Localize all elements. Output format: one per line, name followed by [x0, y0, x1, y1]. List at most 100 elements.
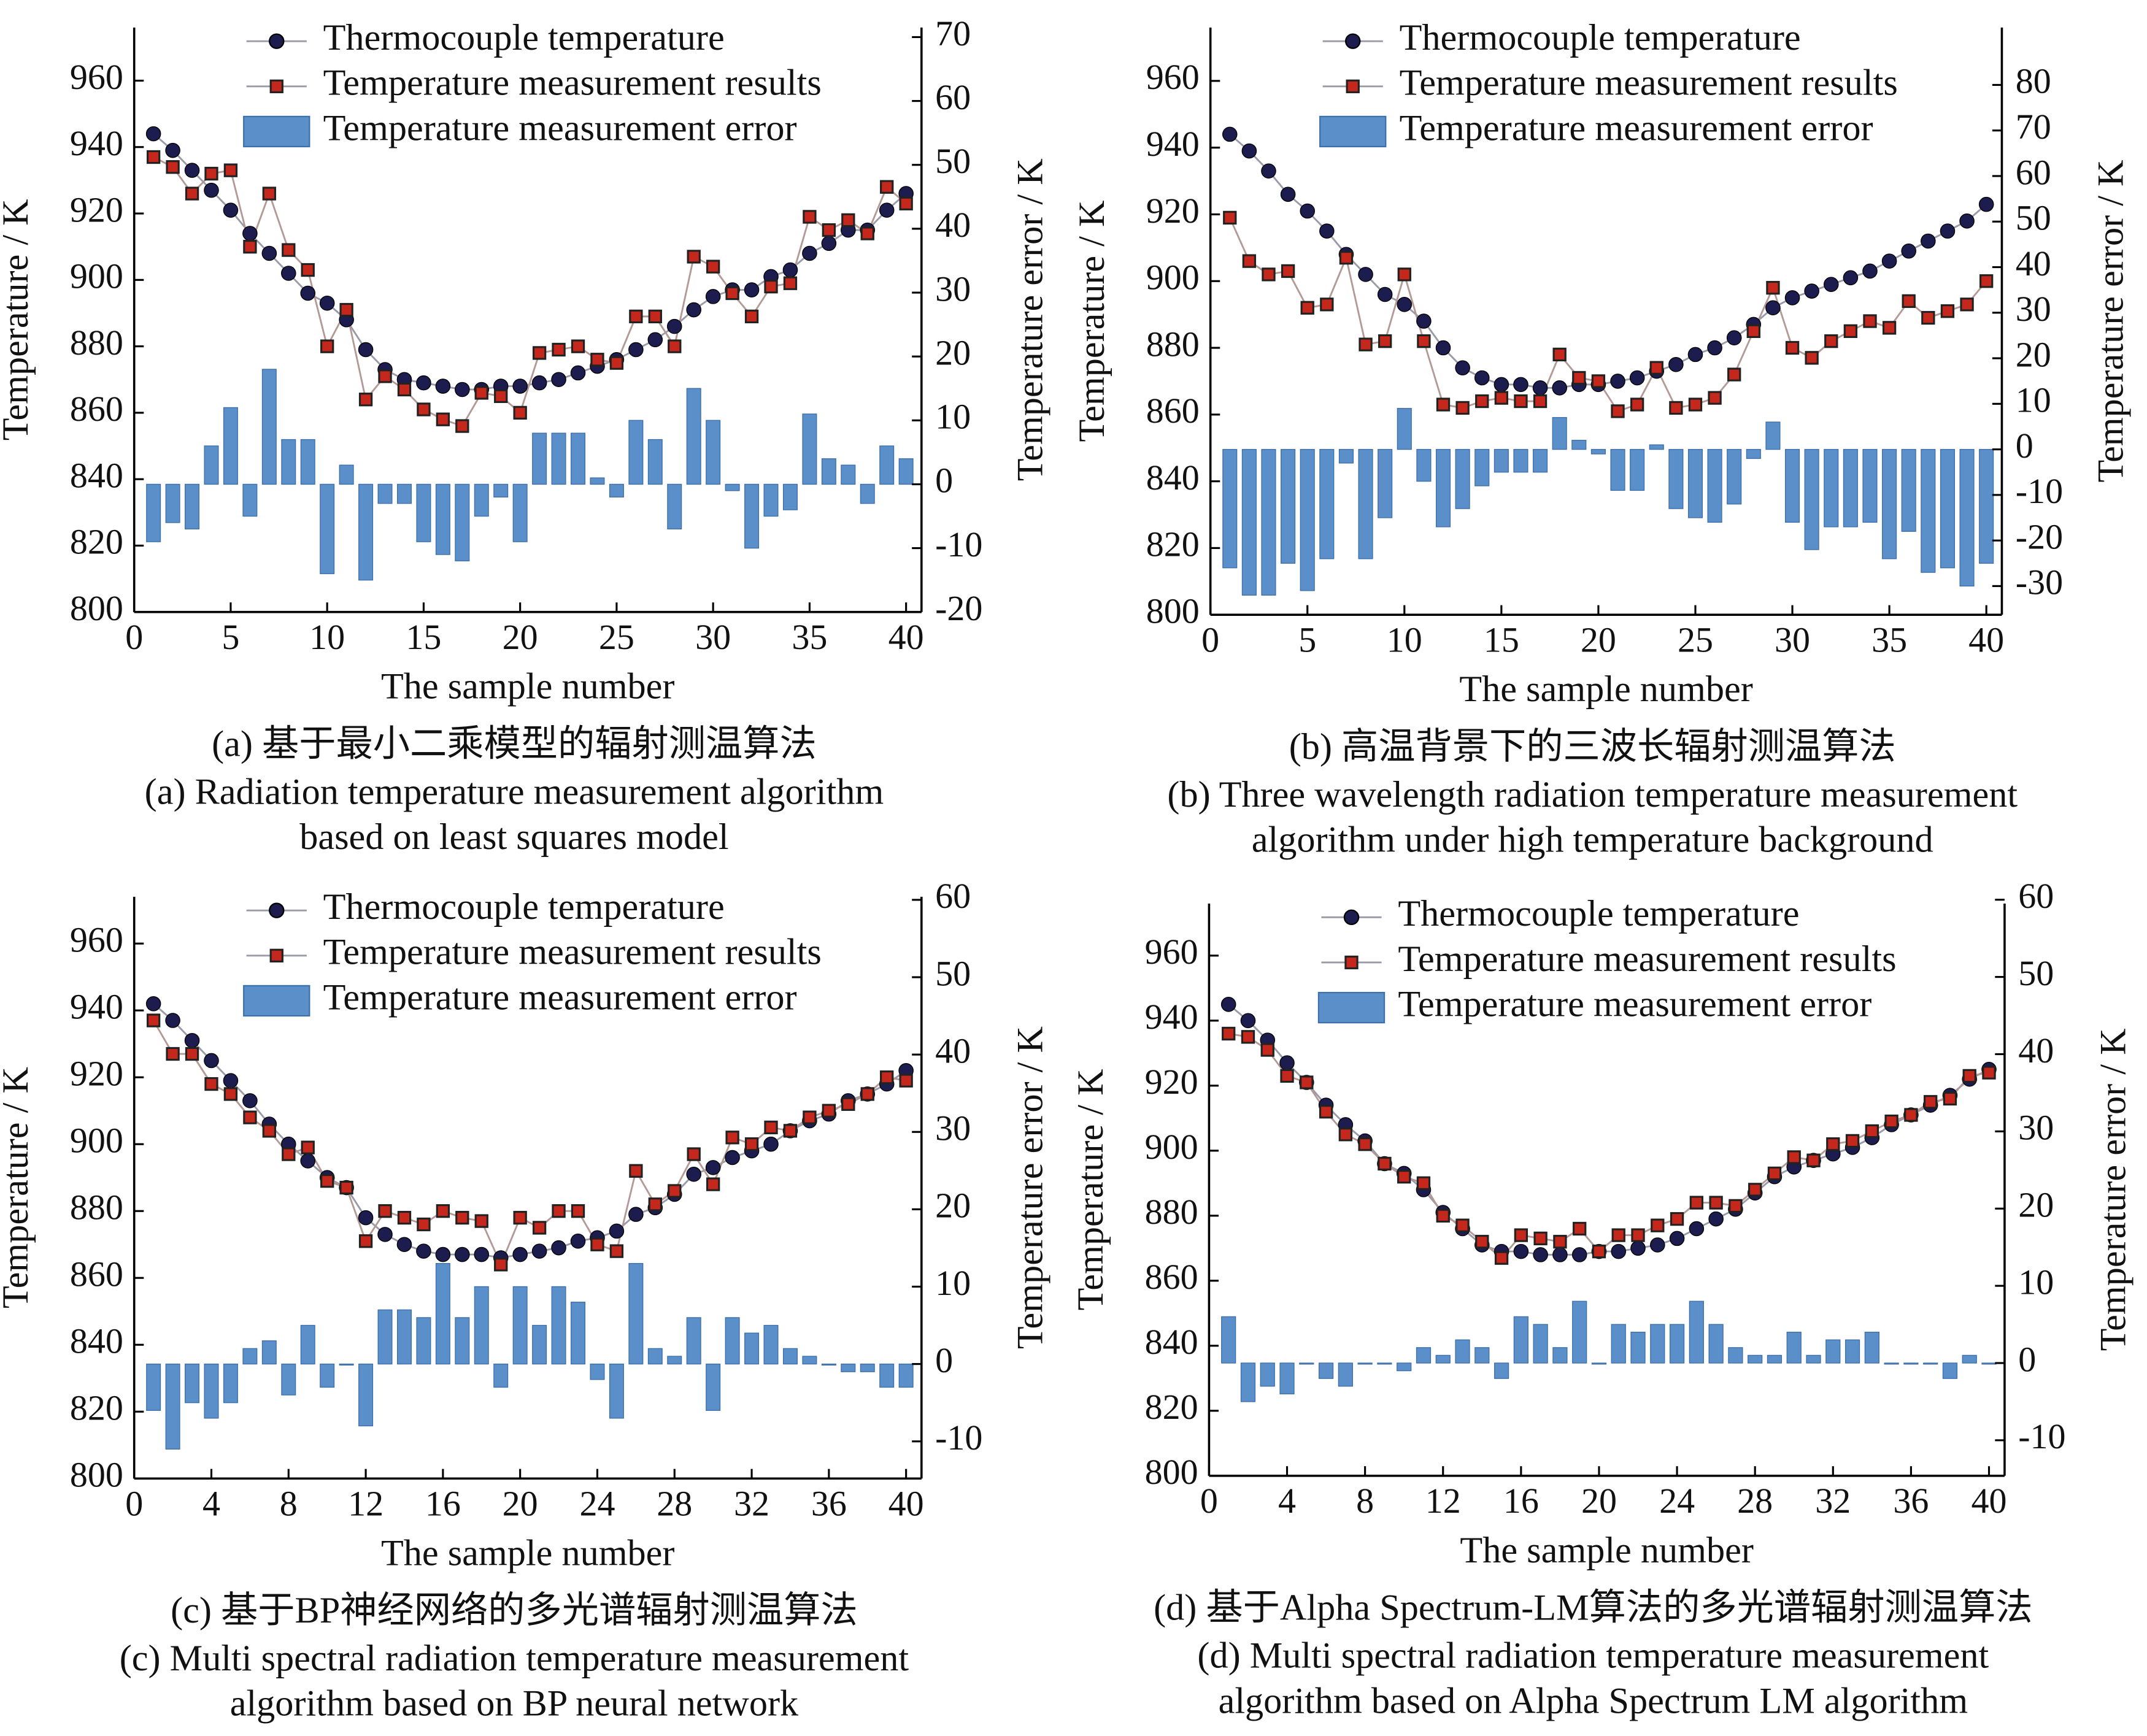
- error-bar: [1844, 1339, 1860, 1364]
- legend-label: Temperature measurement error: [323, 107, 797, 148]
- x-tick-label: 16: [1503, 1481, 1539, 1521]
- point-marker: [552, 342, 566, 357]
- legend-swatch: [1317, 991, 1386, 1024]
- legend-swatch: [243, 985, 310, 1017]
- caption: (a) Radiation temperature measurement al…: [145, 772, 884, 813]
- error-bar: [1279, 1362, 1295, 1395]
- point-marker: [1960, 298, 1974, 312]
- error-bar: [1260, 1362, 1275, 1387]
- point-marker: [1669, 401, 1683, 415]
- x-tick-label: 32: [734, 1483, 769, 1523]
- point-marker: [706, 259, 720, 274]
- point-marker: [301, 1140, 315, 1154]
- point-marker: [860, 226, 874, 240]
- error-bar: [802, 1356, 817, 1365]
- legend-label: Thermocouple temperature: [1400, 17, 1801, 58]
- error-bar: [1767, 1354, 1783, 1364]
- error-bar: [1590, 448, 1606, 455]
- y2-tick-label: 20: [2018, 1185, 2054, 1225]
- legend-label: Temperature measurement error: [1398, 983, 1871, 1024]
- error-bar: [435, 483, 450, 555]
- error-bar: [1942, 1362, 1958, 1379]
- error-bar: [647, 439, 663, 485]
- error-bar: [667, 483, 682, 530]
- error-bar: [1806, 1354, 1821, 1364]
- point-marker: [455, 1246, 470, 1262]
- point-marker: [532, 1221, 547, 1235]
- y2-tick-label: -10: [2016, 471, 2063, 511]
- error-bar: [1435, 448, 1451, 528]
- point-marker: [803, 1110, 817, 1124]
- legend-marker: [269, 948, 283, 962]
- point-marker: [1784, 290, 1800, 305]
- point-marker: [1843, 270, 1859, 286]
- y2-tick-label: 20: [935, 332, 971, 372]
- point-marker: [1319, 223, 1335, 239]
- caption: algorithm under high temperature backgro…: [1252, 820, 1933, 861]
- point-marker: [146, 150, 161, 164]
- point-marker: [571, 339, 585, 353]
- legend-label: Temperature measurement results: [323, 63, 822, 104]
- point-marker: [1629, 370, 1645, 386]
- y2-axis-label: Temperature error / K: [2090, 159, 2131, 482]
- point-marker: [320, 339, 334, 353]
- point-marker: [436, 1204, 450, 1218]
- error-bar: [242, 483, 258, 517]
- point-marker: [1823, 277, 1839, 292]
- point-marker: [396, 1237, 412, 1252]
- legend-label: Temperature measurement results: [1398, 939, 1896, 980]
- y2-tick-label: 60: [935, 876, 971, 916]
- series-line: [153, 1003, 907, 1259]
- point-marker: [609, 1244, 624, 1258]
- x-tick-label: 15: [406, 617, 441, 657]
- point-marker: [185, 1047, 199, 1061]
- point-marker: [184, 1032, 200, 1048]
- error-bar: [1746, 448, 1761, 459]
- point-marker: [1455, 401, 1470, 415]
- error-bar: [1378, 448, 1393, 518]
- error-bar: [474, 1286, 489, 1365]
- point-marker: [1940, 304, 1955, 318]
- y2-tick-label: 30: [2018, 1108, 2054, 1148]
- point-marker: [609, 356, 624, 370]
- point-marker: [1474, 370, 1490, 386]
- error-bar: [1416, 448, 1432, 482]
- error-bar: [706, 1363, 721, 1411]
- error-bar: [782, 1348, 798, 1365]
- panel: 800820840860880900920940960-30-20-100102…: [1071, 17, 2131, 861]
- error-bar: [339, 1363, 354, 1366]
- point-marker: [512, 1246, 528, 1262]
- point-marker: [339, 302, 353, 317]
- error-bar: [1494, 448, 1509, 473]
- point-marker: [1709, 1196, 1723, 1210]
- point-marker: [1787, 1150, 1801, 1164]
- y2-tick-label: 0: [935, 1340, 953, 1380]
- error-bar: [474, 483, 489, 517]
- point-marker: [416, 375, 431, 391]
- error-bar: [1689, 1300, 1704, 1364]
- legend-label: Thermocouple temperature: [323, 886, 725, 928]
- error-bar: [590, 477, 605, 485]
- point-marker: [1767, 1166, 1782, 1181]
- error-bar: [571, 432, 586, 485]
- series-line: [1228, 1004, 1990, 1256]
- error-bar: [512, 483, 528, 542]
- y-tick-label: 880: [70, 1188, 123, 1227]
- point-marker: [1436, 398, 1451, 412]
- error-bar: [551, 1286, 566, 1365]
- caption: (c) 基于BP神经网络的多光谱辐射测温算法: [171, 1590, 858, 1631]
- point-marker: [1359, 337, 1373, 351]
- error-bar: [1727, 448, 1742, 505]
- error-bar: [1357, 1362, 1373, 1365]
- point-marker: [1884, 1114, 1898, 1129]
- y2-tick-label: -10: [2018, 1416, 2065, 1456]
- point-marker: [1649, 361, 1663, 375]
- point-marker: [146, 1013, 161, 1027]
- y2-tick-label: 60: [2018, 876, 2054, 916]
- error-bar: [1784, 448, 1800, 523]
- y-tick-label: 940: [1146, 124, 1200, 164]
- point-marker: [1571, 1247, 1587, 1262]
- point-marker: [744, 282, 760, 298]
- error-bar: [1397, 1362, 1412, 1372]
